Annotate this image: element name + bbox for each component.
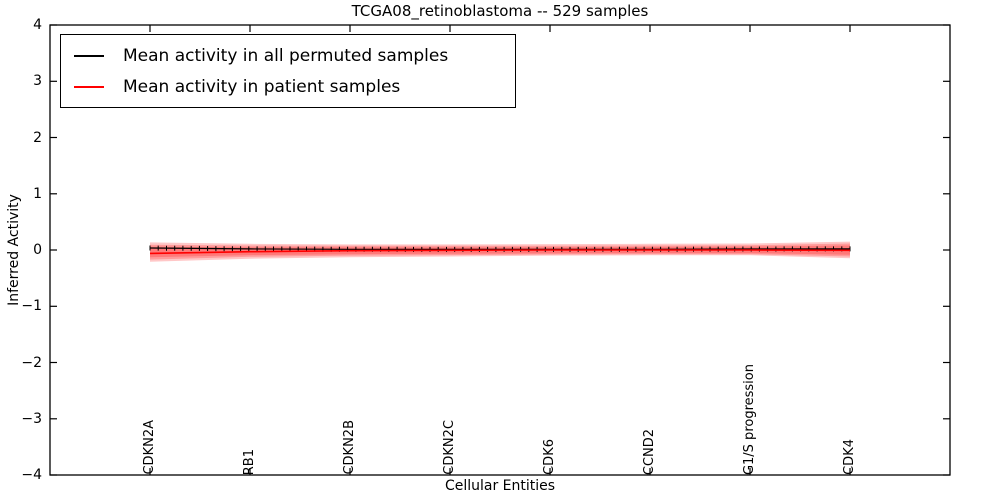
patient-line-swatch — [74, 85, 104, 88]
x-tick-label: CDKN2C — [442, 420, 457, 475]
x-tick-label: CDK6 — [542, 439, 557, 475]
patient-band-mid — [150, 243, 850, 260]
y-tick-label: −3 — [21, 410, 42, 427]
legend-entry-permuted: Mean activity in all permuted samples — [74, 40, 515, 71]
x-tick-label: G1/S progression — [742, 363, 757, 475]
patient-band-outer — [150, 241, 850, 262]
x-tick-label: CDKN2B — [342, 420, 357, 475]
chart-title: TCGA08_retinoblastoma -- 529 samples — [351, 2, 649, 20]
legend-label: Mean activity in all permuted samples — [123, 45, 449, 66]
patient-band-inner — [150, 245, 850, 258]
x-tick-label: RB1 — [242, 448, 257, 475]
y-tick-label: 4 — [33, 17, 42, 33]
x-tick-label: CDKN2A — [142, 420, 157, 475]
legend-entry-patient: Mean activity in patient samples — [74, 71, 515, 102]
x-tick-label: CDK4 — [842, 439, 857, 475]
y-tick-label: 2 — [33, 129, 42, 146]
y-tick-label: −2 — [21, 354, 42, 371]
y-tick-label: 1 — [33, 185, 42, 202]
y-tick-label: −1 — [21, 298, 42, 315]
axes-frame — [49, 24, 951, 476]
series-line-1 — [149, 249, 851, 255]
permuted-line-swatch — [74, 54, 104, 57]
x-tick-label: CCND2 — [642, 428, 657, 475]
y-tick-label: −4 — [21, 467, 42, 483]
y-tick-label: 3 — [33, 73, 42, 90]
y-tick-label: 0 — [33, 242, 42, 258]
x-axis-label: Cellular Entities — [444, 478, 556, 494]
legend-label: Mean activity in patient samples — [123, 76, 401, 97]
legend: Mean activity in all permuted samples Me… — [60, 34, 516, 108]
